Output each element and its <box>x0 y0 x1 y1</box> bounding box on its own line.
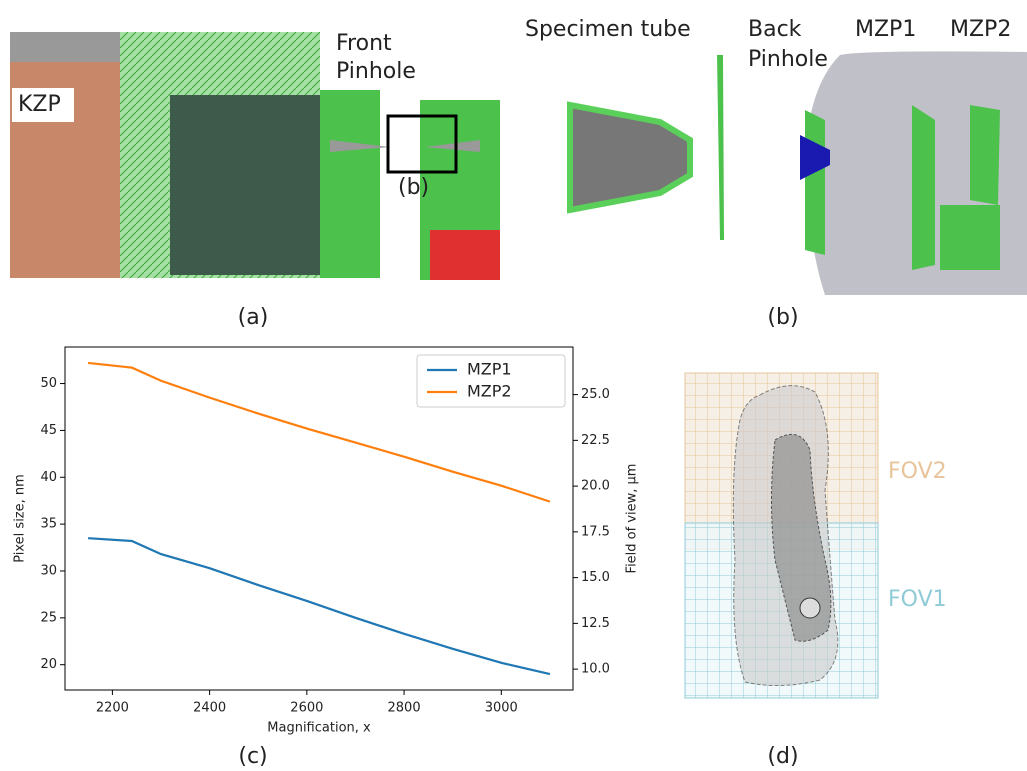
page: {"panel_a": {"labels": ["KZP", "Front", … <box>0 0 1027 771</box>
label: MZP2 <box>950 17 1011 42</box>
label: FOV2 <box>888 459 947 484</box>
y-tick-label: 30 <box>40 563 57 578</box>
panel-caption: (d) <box>767 744 798 769</box>
panel-d-diagram <box>685 373 878 698</box>
panel-caption: (a) <box>238 305 269 330</box>
y-tick-label: 35 <box>40 517 57 532</box>
legend-label: MZP1 <box>467 360 512 379</box>
y-tick-label: 50 <box>40 376 57 391</box>
legend-label: MZP2 <box>467 382 512 401</box>
x-tick-label: 3000 <box>485 701 518 716</box>
y-tick-label: 25 <box>40 610 57 625</box>
x-tick-label: 2200 <box>96 701 129 716</box>
x-tick-label: 2600 <box>290 701 323 716</box>
x-axis-label: Magnification, x <box>267 721 371 736</box>
chart: 2200 2400 2600 2800 3000 20 25 30 35 40 45 50 10.0 12… <box>13 347 640 736</box>
panel-caption: (b) <box>767 305 798 330</box>
label: MZP1 <box>855 17 916 42</box>
label: Front <box>336 31 392 56</box>
panel-caption: (c) <box>238 744 267 769</box>
y2-tick-label: 15.0 <box>581 570 610 585</box>
x-tick-label: 2800 <box>388 701 421 716</box>
label: KZP <box>18 92 61 117</box>
panel-a-drawing <box>10 32 500 280</box>
figure: KZP Front Pinhole (b) (a) Specimen tube … <box>0 0 1027 771</box>
y2-tick-label: 20.0 <box>581 479 610 494</box>
y-axis-label: Pixel size, nm <box>13 474 28 563</box>
y2-tick-label: 25.0 <box>581 387 610 402</box>
label: Back <box>748 17 802 42</box>
label: Pinhole <box>748 47 828 72</box>
y-tick-label: 40 <box>40 470 57 485</box>
y2-tick-label: 10.0 <box>581 662 610 677</box>
y2-tick-label: 17.5 <box>581 524 610 539</box>
series-line <box>88 538 550 674</box>
label: Pinhole <box>336 59 416 84</box>
y2-axis-label: Field of view, μm <box>625 464 640 574</box>
label: FOV1 <box>888 587 947 612</box>
y2-tick-label: 12.5 <box>581 616 610 631</box>
label: Specimen tube <box>525 17 691 42</box>
y-tick-label: 45 <box>40 423 57 438</box>
label: (b) <box>398 175 429 200</box>
panel-b-drawing <box>570 51 1027 295</box>
x-tick-label: 2400 <box>193 701 226 716</box>
y2-tick-label: 22.5 <box>581 433 610 448</box>
y-tick-label: 20 <box>40 657 57 672</box>
